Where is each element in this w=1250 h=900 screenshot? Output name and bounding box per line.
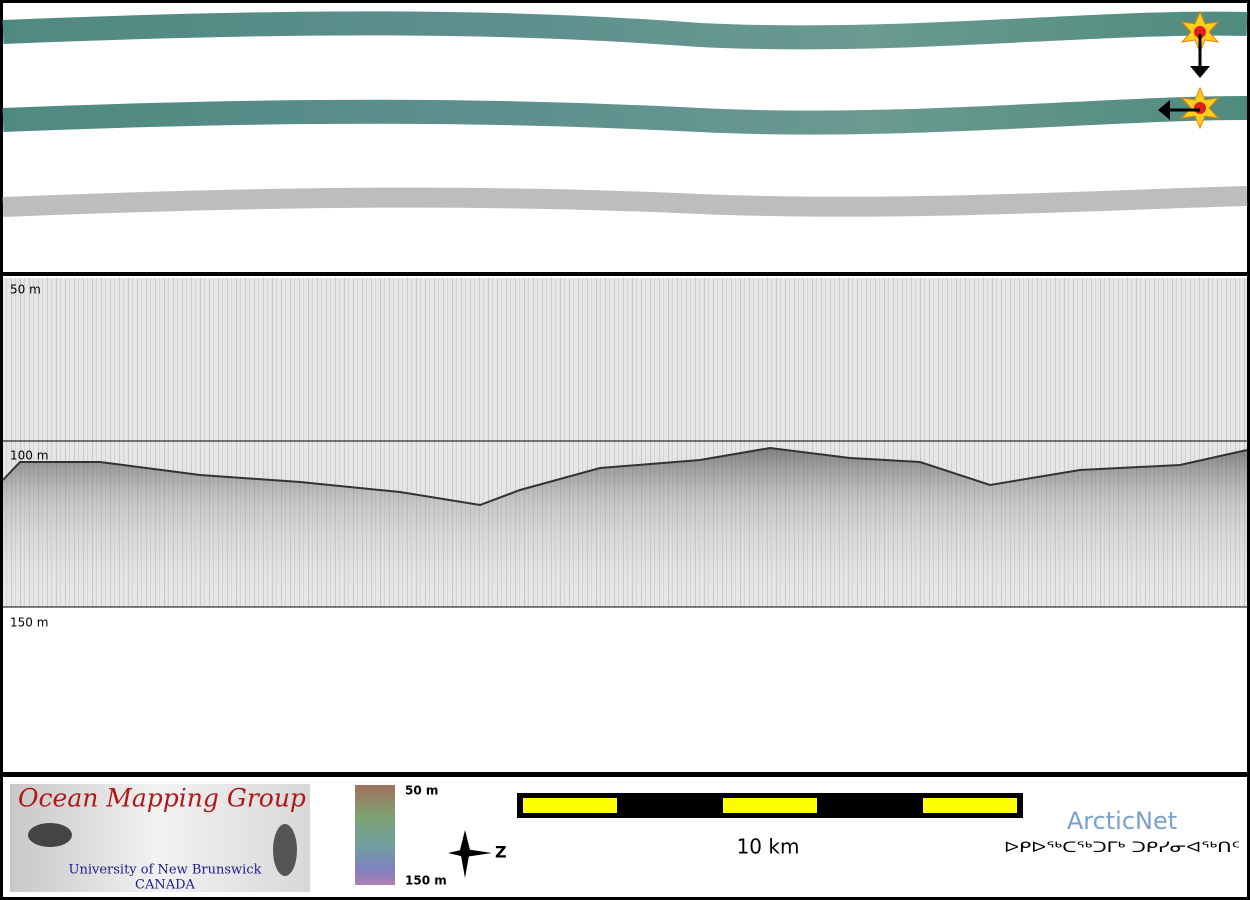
logo-art [273,824,297,876]
scale-label: 10 km [737,835,800,859]
colorbar [355,785,395,885]
logo-art [28,823,72,847]
logo-title: Ocean Mapping Group [18,784,306,813]
north-arrow [448,830,492,878]
depth-label: 50 m [10,283,41,297]
marker [1158,86,1220,130]
depth-label: 100 m [10,449,48,463]
colorbar-label: 50 m [405,784,438,798]
map-panel [3,3,1247,272]
scale-bar [517,793,1023,818]
swath [2,186,1248,217]
partner-name: ArcticNet [1067,807,1177,835]
depth-label: 150 m [10,616,48,630]
logo-text: University of New Brunswick [69,863,262,878]
logo-text: CANADA [135,878,196,893]
swath [2,11,1248,50]
marker [1180,10,1220,78]
colorbar-label: 150 m [405,874,447,888]
north-label: Z [495,843,507,862]
swath [2,96,1248,135]
partner-syllabics: ᐅᑭᐅᖅᑕᖅᑐᒥᒃ ᑐᑭᓯᓂᐊᖅᑎᑦ [1004,840,1240,856]
seabed-echo [3,448,1247,607]
seabed-line [2,446,1248,507]
